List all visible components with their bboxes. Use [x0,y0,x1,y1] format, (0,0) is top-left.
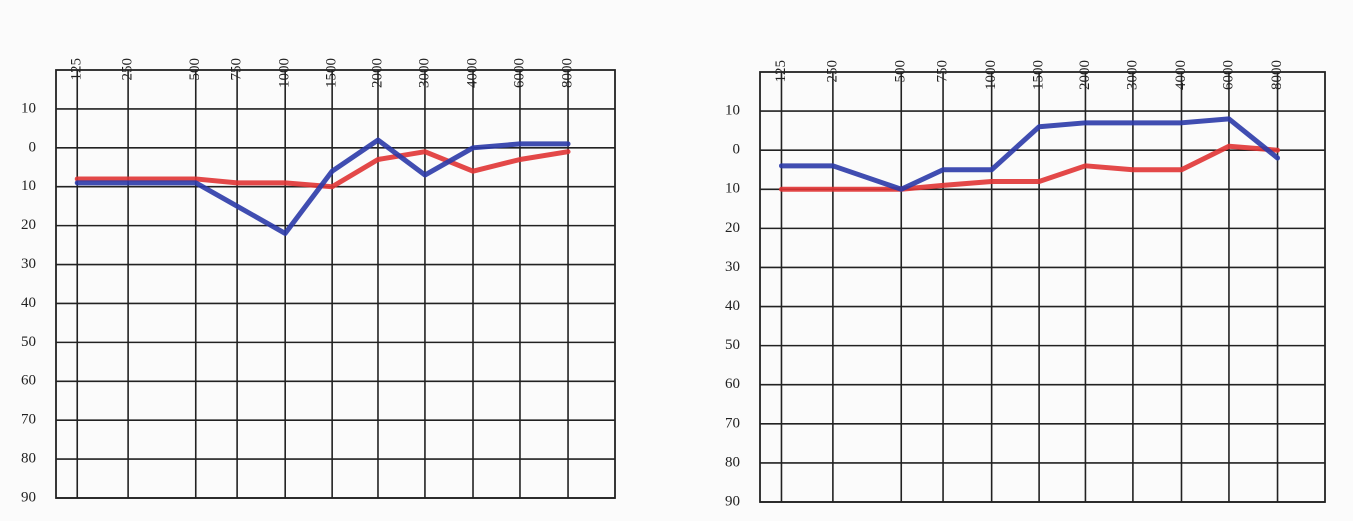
x-tick-label: 750 [934,60,950,83]
y-tick-label: 80 [725,454,740,470]
y-tick-label: 0 [733,142,741,158]
series-line [74,149,571,190]
y-tick-label: 80 [21,451,36,467]
y-tick-label: 50 [725,337,740,353]
y-tick-label: 30 [21,256,36,272]
y-tick-label: 70 [725,415,740,431]
y-tick-label: 10 [725,103,740,119]
x-tick-label: 250 [824,60,840,83]
y-tick-label: 40 [21,295,36,311]
series-line [778,116,1281,192]
y-tick-label: 20 [21,217,36,233]
y-tick-label: 40 [725,298,740,314]
y-tick-label: 70 [21,412,36,428]
x-tick-label: 500 [893,60,909,83]
x-tick-label: 500 [187,58,203,81]
y-tick-label: 60 [21,373,36,389]
y-tick-label: 0 [29,139,37,155]
series-line [778,143,1281,192]
y-tick-label: 10 [21,178,36,194]
y-tick-label: 90 [21,489,36,505]
plot-frame [55,69,616,499]
y-tick-label: 20 [725,220,740,236]
y-tick-label: 10 [21,100,36,116]
y-tick-label: 10 [725,181,740,197]
y-tick-label: 30 [725,259,740,275]
y-tick-label: 60 [725,376,740,392]
x-tick-label: 125 [773,60,789,83]
y-tick-label: 50 [21,334,36,350]
y-tick-label: 90 [725,493,740,509]
series-line [74,137,571,236]
x-tick-label: 125 [69,58,85,81]
x-tick-label: 250 [120,58,136,81]
plot-frame [759,71,1326,503]
x-tick-label: 750 [229,58,245,81]
